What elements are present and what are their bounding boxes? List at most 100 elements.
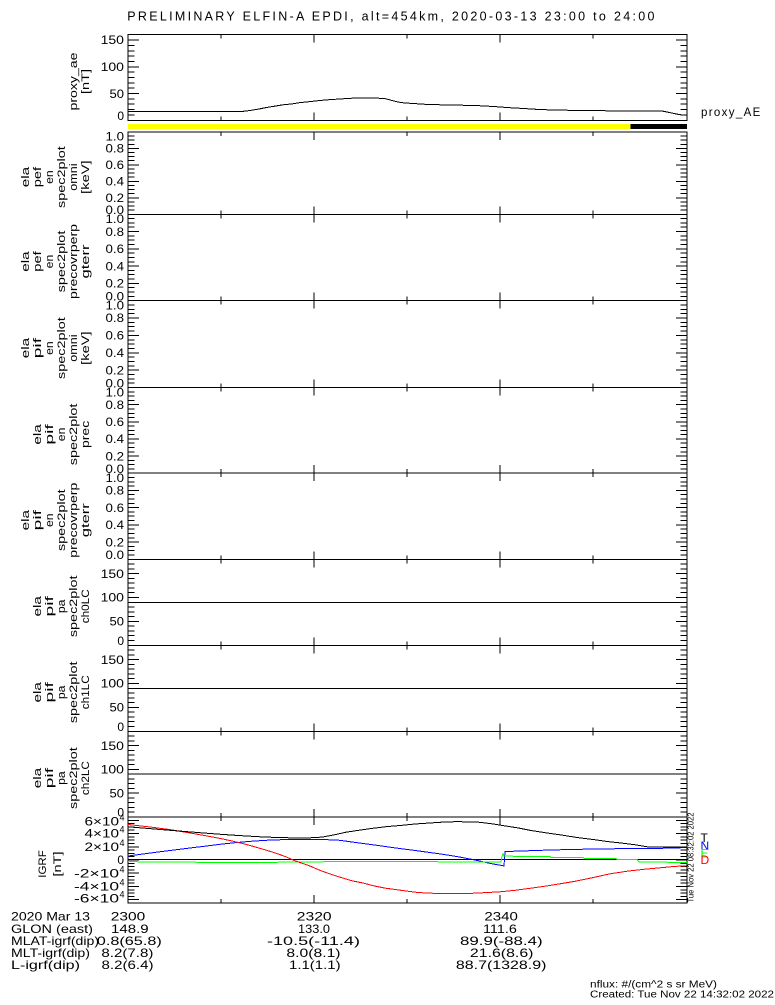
- svg-text:spec2plot: spec2plot: [68, 661, 80, 723]
- svg-text:50: 50: [110, 786, 125, 800]
- svg-text:gterr: gterr: [80, 244, 92, 278]
- svg-text:0.2: 0.2: [106, 277, 125, 291]
- svg-text:pif: pif: [44, 680, 56, 702]
- svg-text:2300: 2300: [111, 910, 146, 924]
- svg-text:1.0: 1.0: [106, 130, 125, 144]
- svg-text:-10.5(-11.4): -10.5(-11.4): [267, 934, 360, 948]
- svg-text:0.8(65.8): 0.8(65.8): [97, 934, 162, 948]
- svg-text:4: 4: [120, 890, 125, 900]
- svg-text:4: 4: [120, 878, 125, 888]
- svg-text:1.0: 1.0: [106, 385, 125, 399]
- svg-text:50: 50: [110, 701, 125, 715]
- svg-text:en: en: [56, 428, 68, 442]
- svg-text:0.2: 0.2: [106, 535, 125, 549]
- svg-text:pif: pif: [44, 423, 56, 445]
- svg-text:ela: ela: [20, 337, 32, 359]
- svg-text:0: 0: [117, 720, 124, 734]
- svg-text:0.4: 0.4: [106, 346, 125, 360]
- svg-text:0.0: 0.0: [106, 203, 125, 217]
- svg-text:150: 150: [101, 653, 125, 667]
- svg-text:0.0: 0.0: [106, 548, 125, 562]
- svg-text:pif: pif: [44, 766, 56, 788]
- svg-text:gterr: gterr: [80, 503, 92, 537]
- svg-text:prec: prec: [80, 420, 92, 448]
- svg-text:ela: ela: [32, 681, 44, 703]
- svg-text:50: 50: [110, 87, 125, 101]
- svg-text:8.2(6.4): 8.2(6.4): [102, 958, 154, 972]
- svg-text:1.0: 1.0: [106, 471, 125, 485]
- svg-text:pif: pif: [32, 508, 44, 530]
- svg-text:precovrperp: precovrperp: [68, 224, 80, 299]
- svg-text:D: D: [701, 853, 710, 867]
- svg-text:[nT]: [nT]: [52, 852, 64, 877]
- svg-text:4: 4: [120, 838, 125, 848]
- svg-text:ela: ela: [20, 250, 32, 272]
- svg-text:0.6: 0.6: [106, 242, 125, 256]
- svg-text:ela: ela: [32, 595, 44, 617]
- svg-text:pa: pa: [56, 599, 68, 614]
- svg-text:L-igrf(dip): L-igrf(dip): [11, 958, 80, 972]
- svg-text:0.4: 0.4: [106, 259, 125, 273]
- svg-text:1.0: 1.0: [106, 212, 125, 226]
- svg-text:0.8: 0.8: [106, 225, 125, 239]
- svg-text:pef: pef: [32, 166, 44, 188]
- svg-text:4: 4: [120, 813, 125, 823]
- svg-text:-2×10: -2×10: [74, 866, 119, 880]
- svg-text:[keV]: [keV]: [80, 160, 92, 194]
- svg-text:IGRF: IGRF: [37, 850, 49, 878]
- svg-text:en: en: [44, 341, 56, 355]
- svg-text:0.6: 0.6: [106, 501, 125, 515]
- svg-text:8.2(7.8): 8.2(7.8): [101, 946, 153, 960]
- svg-text:100: 100: [101, 677, 125, 691]
- svg-text:MLAT-igrf(dip): MLAT-igrf(dip): [11, 934, 99, 948]
- svg-text:0: 0: [117, 109, 124, 123]
- svg-text:en: en: [44, 513, 56, 527]
- svg-text:1.1(1.1): 1.1(1.1): [289, 958, 341, 972]
- svg-text:100: 100: [101, 60, 125, 74]
- svg-text:spec2plot: spec2plot: [56, 231, 68, 293]
- svg-text:8.0(8.1): 8.0(8.1): [286, 946, 340, 960]
- svg-text:0.6: 0.6: [106, 158, 125, 172]
- svg-text:[keV]: [keV]: [80, 331, 92, 365]
- svg-text:150: 150: [101, 567, 125, 581]
- svg-text:pa: pa: [56, 770, 68, 785]
- svg-text:100: 100: [101, 763, 125, 777]
- svg-text:ch2LC: ch2LC: [80, 761, 92, 795]
- svg-text:2020 Mar 13: 2020 Mar 13: [11, 910, 90, 924]
- svg-text:0.2: 0.2: [106, 363, 125, 377]
- svg-text:133.0: 133.0: [298, 922, 330, 936]
- svg-text:en: en: [44, 170, 56, 184]
- svg-text:ela: ela: [20, 166, 32, 188]
- svg-text:ela: ela: [32, 423, 44, 445]
- svg-text:0.0: 0.0: [106, 376, 125, 390]
- svg-text:0: 0: [117, 806, 124, 820]
- svg-text:ch0LC: ch0LC: [80, 589, 92, 623]
- svg-text:4×10: 4×10: [85, 827, 120, 841]
- svg-text:GLON (east): GLON (east): [11, 922, 93, 936]
- svg-text:2340: 2340: [484, 910, 518, 924]
- svg-text:0.0: 0.0: [106, 289, 125, 303]
- svg-text:2×10: 2×10: [85, 840, 120, 854]
- svg-text:0.8: 0.8: [106, 398, 125, 412]
- svg-text:pif: pif: [32, 336, 44, 358]
- svg-text:en: en: [44, 255, 56, 269]
- svg-text:21.6(8.6): 21.6(8.6): [470, 946, 534, 960]
- svg-text:0.4: 0.4: [106, 432, 125, 446]
- svg-text:pef: pef: [32, 250, 44, 272]
- svg-text:89.9(-88.4): 89.9(-88.4): [460, 934, 543, 948]
- svg-text:-6×10: -6×10: [74, 892, 119, 906]
- svg-text:0.8: 0.8: [106, 142, 125, 156]
- svg-text:E: E: [701, 847, 709, 861]
- svg-text:0: 0: [117, 853, 124, 867]
- svg-text:spec2plot: spec2plot: [68, 404, 80, 466]
- svg-text:0.8: 0.8: [106, 484, 125, 498]
- svg-text:T: T: [701, 831, 709, 845]
- svg-text:precovrperp: precovrperp: [68, 483, 80, 558]
- svg-text:omni: omni: [68, 335, 80, 362]
- svg-text:MLT-igrf(dip): MLT-igrf(dip): [11, 946, 90, 960]
- svg-text:proxy_ae: proxy_ae: [68, 53, 80, 111]
- svg-text:-4×10: -4×10: [74, 880, 119, 894]
- svg-text:[nT]: [nT]: [80, 69, 92, 94]
- svg-text:omni: omni: [68, 164, 80, 191]
- svg-text:148.9: 148.9: [111, 922, 149, 936]
